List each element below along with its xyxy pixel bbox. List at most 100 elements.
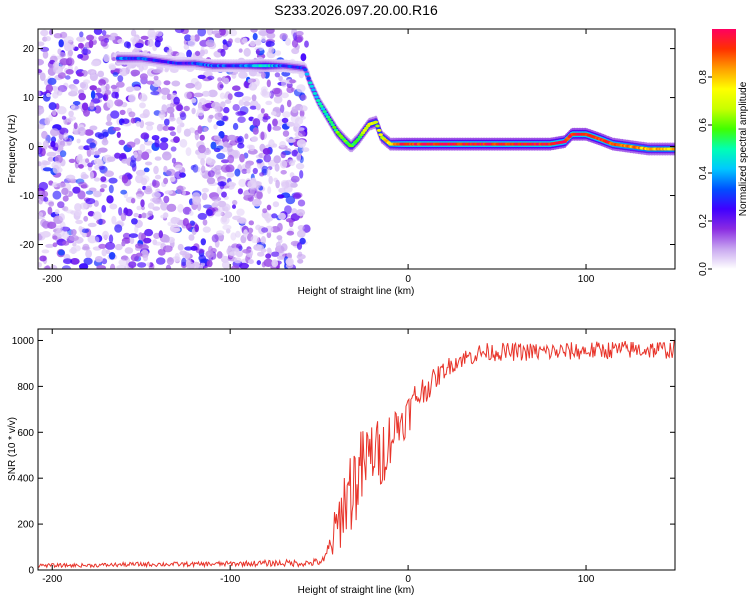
spectrogram-noise-cell <box>116 265 127 269</box>
snr-xtick-label: -100 <box>220 574 240 585</box>
spectrogram-noise-cell <box>272 143 278 148</box>
spectrogram-noise-cell <box>262 148 271 155</box>
spectrogram-noise-cell <box>275 179 280 189</box>
spectrogram-noise-cell <box>249 40 256 47</box>
spectrogram-noise-cell <box>286 86 294 94</box>
spectrogram-noise-cell <box>220 48 226 57</box>
spectrogram-ridge-cell <box>322 110 327 114</box>
spectrogram-noise-cell <box>265 253 272 259</box>
spectrogram-noise-cell <box>286 99 292 108</box>
spectrogram-noise-cell <box>121 240 126 247</box>
spectrogram-noise-cell <box>70 229 77 236</box>
spectrogram-noise-cell <box>229 29 238 37</box>
spectrogram-noise-cell <box>85 198 96 205</box>
spectrogram-noise-cell <box>186 223 192 231</box>
spectrogram-noise-cell <box>299 237 306 245</box>
spectrogram-noise-cell <box>289 79 296 84</box>
snr-ytick-label: 200 <box>17 520 34 531</box>
spectrogram-noise-cell <box>104 89 112 95</box>
spectrogram-noise-cell <box>264 213 274 222</box>
spectrogram-noise-cell <box>158 230 163 239</box>
spectrogram-noise-cell <box>286 121 295 127</box>
spectrogram-xtick-label: 100 <box>578 274 595 285</box>
spectrogram-noise-cell <box>52 109 57 116</box>
spectrogram-noise-cell <box>239 153 245 163</box>
spectrogram-noise-cell <box>227 154 235 164</box>
spectrogram-noise-cell <box>47 156 54 162</box>
spectrogram-noise-cell <box>276 235 283 241</box>
spectrogram-noise-cell <box>295 162 305 170</box>
spectrogram-noise-cell <box>186 261 195 269</box>
spectrogram-noise-cell <box>93 177 101 182</box>
spectrogram-noise-cell <box>262 208 268 214</box>
spectrogram-noise-cell <box>166 49 174 56</box>
spectrogram-noise-cell <box>47 206 53 215</box>
spectrogram-noise-cell <box>72 101 81 106</box>
spectrogram-noise-cell <box>242 37 248 44</box>
spectrogram-noise-cell <box>199 258 208 264</box>
spectrogram-noise-cell <box>39 72 46 81</box>
spectrogram-noise-cell <box>302 224 311 233</box>
spectrogram-noise-cell <box>79 31 84 38</box>
spectrogram-noise-cell <box>139 93 148 102</box>
spectrogram-noise-cell <box>135 174 144 184</box>
spectrogram-noise-cell <box>85 190 94 195</box>
spectrogram-xlabel: Height of straight line (km) <box>298 286 415 297</box>
spectrogram-noise-cell <box>102 230 109 240</box>
spectrogram-noise-cell <box>43 196 49 202</box>
spectrogram-noise-cell <box>231 265 240 269</box>
spectrogram-noise-cell <box>57 201 65 209</box>
spectrogram-noise-cell <box>63 36 74 43</box>
spectrogram-noise-cell <box>81 183 89 189</box>
spectrogram-noise-cell <box>101 30 107 36</box>
spectrogram-noise-cell <box>223 77 230 85</box>
spectrogram-noise-cell <box>84 129 94 136</box>
spectrogram-noise-cell <box>164 118 170 126</box>
spectrogram-ridge-cell <box>316 99 321 102</box>
spectrogram-noise-cell <box>183 44 190 50</box>
spectrogram-noise-cell <box>297 130 306 137</box>
spectrogram-ytick-label: 20 <box>23 44 35 55</box>
spectrogram-noise-cell <box>207 75 215 81</box>
spectrogram-noise-cell <box>163 165 168 173</box>
spectrogram-noise-cell <box>160 137 169 143</box>
spectrogram-noise-cell <box>205 209 213 217</box>
spectrogram-noise-cell <box>211 30 221 35</box>
colorbar-gradient <box>712 29 736 269</box>
spectrogram-noise-cell <box>177 203 184 213</box>
spectrogram-ridge-cell <box>319 104 324 108</box>
spectrogram-noise-cell <box>46 151 57 157</box>
colorbar-tick-label: 0.6 <box>698 118 709 132</box>
spectrogram-noise-cell <box>273 95 283 104</box>
snr-xtick-label: -200 <box>42 574 62 585</box>
spectrogram-noise-cell <box>170 146 177 152</box>
spectrogram-noise-cell <box>260 108 265 114</box>
spectrogram-noise-cell <box>295 30 304 37</box>
spectrogram-noise-cell <box>50 264 58 269</box>
spectrogram-noise-cell <box>234 168 241 177</box>
spectrogram-noise-cell <box>82 79 91 84</box>
spectrogram-noise-cell <box>265 100 273 106</box>
spectrogram-noise-cell <box>208 114 214 119</box>
spectrogram-noise-cell <box>176 104 184 112</box>
spectrogram-noise-cell <box>114 224 123 233</box>
spectrogram-noise-cell <box>169 131 177 137</box>
spectrogram-noise-cell <box>260 236 266 245</box>
spectrogram-noise-cell <box>218 29 226 36</box>
spectrogram-noise-cell <box>241 168 248 174</box>
spectrogram-noise-cell <box>101 129 109 138</box>
spectrogram-noise-cell <box>45 243 54 248</box>
spectrogram-noise-cell <box>45 36 51 42</box>
spectrogram-noise-cell <box>192 164 199 173</box>
spectrogram-noise-cell <box>139 102 146 109</box>
spectrogram-noise-cell <box>223 106 230 114</box>
spectrogram-noise-cell <box>241 96 252 102</box>
spectrogram-noise-cell <box>289 182 298 188</box>
spectrogram-noise-cell <box>195 248 205 254</box>
spectrogram-noise-cell <box>135 243 143 249</box>
spectrogram-noise-cell <box>222 39 227 45</box>
spectrogram-noise-cell <box>120 189 128 195</box>
spectrogram-noise-cell <box>166 203 177 212</box>
spectrogram-noise-cell <box>72 242 77 247</box>
